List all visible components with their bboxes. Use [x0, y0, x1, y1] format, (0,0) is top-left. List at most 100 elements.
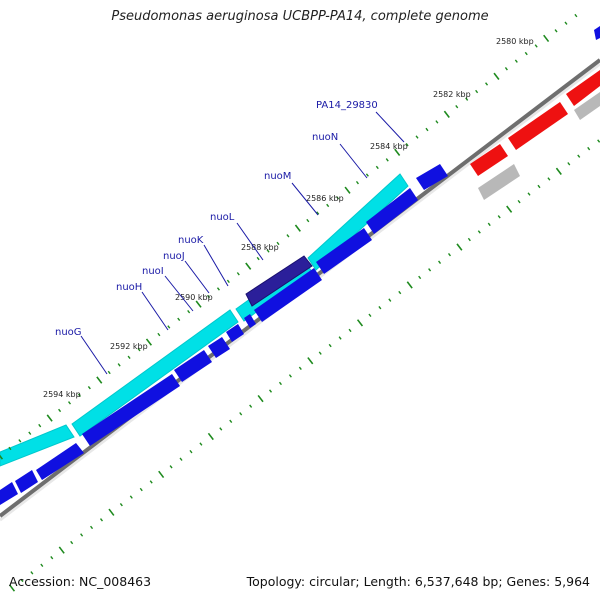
- minor-tick-mark: [564, 21, 568, 25]
- gene-label-nuog: nuoG: [55, 327, 82, 338]
- major-tick-mark: [145, 338, 153, 346]
- major-tick-mark: [443, 110, 450, 118]
- major-tick-mark: [158, 470, 165, 479]
- gene-label-nuoi: nuoI: [142, 266, 164, 277]
- gene-arrow: [594, 26, 600, 40]
- minor-tick-mark: [375, 165, 379, 170]
- gene-label-nuoj: nuoJ: [163, 251, 185, 262]
- minor-tick-mark: [326, 203, 330, 208]
- gene-label-pa14-29830: PA14_29830: [316, 100, 378, 111]
- major-tick-mark: [406, 281, 413, 289]
- gene-arrow: [82, 374, 180, 446]
- gene-label-nuoh: nuoH: [116, 282, 142, 293]
- major-tick-mark: [294, 224, 301, 232]
- minor-tick-mark: [455, 105, 459, 109]
- gene-block-purple: [245, 255, 313, 307]
- minor-tick-mark: [288, 374, 292, 378]
- minor-tick-mark: [236, 272, 240, 276]
- genome-summary: Topology: circular; Length: 6,537,648 bp…: [246, 574, 590, 589]
- minor-tick-mark: [107, 370, 111, 375]
- minor-tick-mark: [50, 556, 54, 560]
- minor-tick-mark: [99, 518, 104, 522]
- minor-tick-mark: [169, 465, 173, 469]
- minor-tick-mark: [435, 120, 439, 124]
- minor-tick-mark: [70, 540, 74, 545]
- tick-labels: 2580 kbp 2582 kbp 2584 kbp 2586 kbp 2588…: [43, 37, 534, 399]
- minor-tick-mark: [226, 279, 230, 284]
- major-tick-mark: [506, 205, 513, 213]
- major-tick-mark: [356, 319, 364, 327]
- gene-arrow: [508, 102, 568, 150]
- minor-tick-mark: [388, 298, 392, 302]
- red-gene-track: [470, 70, 600, 176]
- minor-tick-mark: [149, 480, 153, 484]
- minor-tick-mark: [378, 306, 382, 310]
- gene-arrow: [416, 164, 448, 190]
- major-tick-mark: [493, 72, 500, 81]
- minor-tick-mark: [239, 412, 243, 416]
- minor-tick-mark: [338, 336, 342, 340]
- minor-tick-mark: [117, 363, 121, 367]
- tick-label: 2586 kbp: [306, 194, 344, 203]
- major-tick-mark: [108, 508, 115, 516]
- minor-tick-mark: [249, 404, 253, 408]
- minor-tick-mark: [157, 332, 161, 337]
- minor-tick-mark: [348, 328, 352, 333]
- minor-tick-mark: [368, 313, 372, 317]
- gene-arrow: [0, 482, 18, 505]
- minor-tick-mark: [355, 180, 359, 185]
- minor-tick-mark: [567, 162, 571, 166]
- minor-tick-mark: [119, 502, 123, 507]
- major-tick-mark: [394, 148, 401, 156]
- major-tick-mark: [58, 546, 65, 554]
- minor-tick-mark: [189, 449, 193, 454]
- gene-arrow: [316, 228, 372, 274]
- minor-tick-mark: [30, 571, 34, 575]
- minor-tick-mark: [554, 29, 558, 33]
- feature-segment: [307, 173, 409, 271]
- minor-tick-mark: [514, 59, 518, 63]
- gene-arrow: [574, 92, 600, 120]
- gene-labels: PA14_29830 nuoN nuoM nuoL nuoK nuoJ nuoI…: [55, 100, 405, 375]
- minor-tick-mark: [139, 487, 143, 492]
- minor-tick-mark: [425, 127, 429, 132]
- minor-tick-mark: [137, 348, 141, 352]
- minor-tick-mark: [266, 249, 270, 253]
- minor-tick-mark: [517, 199, 521, 204]
- tick-label: 2588 kbp: [241, 243, 279, 252]
- tick-label: 2580 kbp: [496, 37, 534, 46]
- minor-tick-mark: [67, 401, 72, 405]
- minor-tick-mark: [487, 222, 491, 227]
- gene-arrow: [208, 337, 230, 358]
- cyan-track: [0, 173, 409, 467]
- tick-label: 2590 kbp: [175, 293, 213, 302]
- blue-gene-track: [0, 26, 600, 505]
- minor-tick-mark: [447, 252, 452, 257]
- minor-tick-mark: [298, 366, 302, 371]
- label-leader: [141, 291, 169, 331]
- gene-arrow: [36, 443, 84, 480]
- minor-tick-mark: [547, 177, 551, 181]
- minor-tick-mark: [286, 234, 290, 238]
- minor-tick-mark: [577, 154, 581, 158]
- minor-tick-mark: [129, 495, 133, 499]
- major-tick-mark: [207, 432, 214, 441]
- accession-label: Accession: NC_008463: [9, 574, 152, 589]
- minor-tick-mark: [418, 275, 422, 280]
- minor-tick-mark: [179, 457, 183, 461]
- minor-tick-mark: [18, 439, 22, 443]
- minor-tick-mark: [477, 230, 481, 234]
- minor-tick-mark: [58, 408, 62, 413]
- minor-tick-mark: [167, 325, 171, 329]
- label-leader: [80, 335, 108, 375]
- minor-tick-mark: [80, 533, 84, 537]
- minor-tick-mark: [20, 578, 24, 583]
- gene-label-nuom: nuoM: [264, 171, 291, 182]
- minor-tick-mark: [38, 423, 42, 428]
- feature-segment: [0, 424, 75, 467]
- minor-tick-mark: [219, 427, 223, 431]
- minor-tick-mark: [127, 355, 131, 359]
- minor-tick-mark: [318, 351, 322, 355]
- gene-arrow: [366, 188, 418, 234]
- minor-tick-mark: [278, 381, 282, 386]
